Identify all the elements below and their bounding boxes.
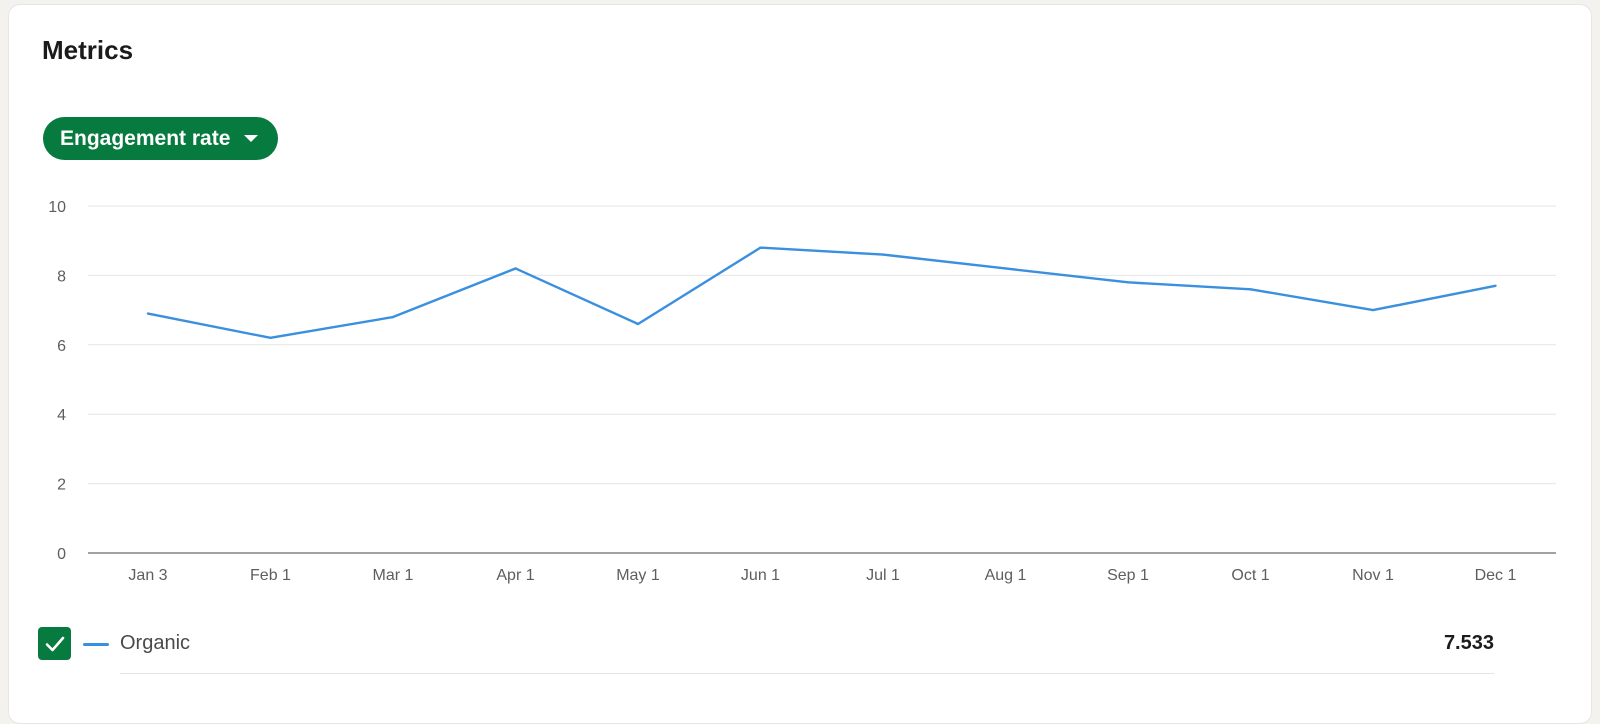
x-tick-label: Mar 1 [373, 567, 414, 584]
checkmark-icon [45, 636, 64, 651]
data-point[interactable] [391, 315, 395, 319]
x-tick-label: Oct 1 [1231, 567, 1269, 584]
series-line-organic[interactable] [147, 246, 1496, 340]
data-point[interactable] [1249, 288, 1252, 291]
card-title: Metrics [42, 35, 134, 65]
metric-dropdown-button[interactable]: Engagement rate [43, 117, 279, 160]
data-point[interactable] [1371, 308, 1375, 312]
data-point[interactable] [1494, 284, 1497, 288]
data-point[interactable] [146, 312, 150, 315]
engagement-line-chart: 0 2 4 6 8 10 Jan 3 Feb 1 Mar 1 Apr 1 May 1 Jun 1 Ju… [48, 199, 1556, 584]
x-tick-label: Jul 1 [866, 567, 900, 584]
y-tick-label: 4 [57, 407, 66, 424]
metric-dropdown-label: Engagement rate [60, 126, 231, 150]
y-tick-label: 2 [57, 477, 66, 494]
data-point[interactable] [881, 253, 885, 256]
legend-row-organic: Organic 7.533 [38, 627, 1532, 674]
x-tick-label: Nov 1 [1352, 567, 1394, 584]
legend-swatch-line [83, 643, 109, 646]
y-tick-label: 6 [57, 338, 66, 355]
data-point[interactable] [514, 267, 517, 270]
y-tick-label: 8 [57, 268, 66, 285]
y-tick-label: 0 [57, 546, 66, 563]
legend-divider [120, 673, 1494, 674]
data-point[interactable] [269, 336, 272, 340]
chart-gridlines [88, 205, 1556, 554]
x-tick-label: Sep 1 [1107, 567, 1149, 584]
x-axis-ticks: Jan 3 Feb 1 Mar 1 Apr 1 May 1 Jun 1 Jul 1 Aug 1… [128, 567, 1516, 584]
chart-series [146, 246, 1497, 340]
legend-value: 7.533 [1443, 632, 1494, 654]
x-tick-label: Dec 1 [1475, 567, 1517, 584]
x-tick-label: May 1 [616, 567, 660, 584]
y-tick-label: 10 [48, 199, 66, 216]
series-checkbox-organic[interactable] [38, 627, 71, 660]
legend-label: Organic [120, 632, 191, 654]
data-point[interactable] [636, 322, 640, 326]
data-point[interactable] [759, 246, 762, 249]
y-axis-ticks: 0 2 4 6 8 10 [48, 199, 66, 563]
data-point[interactable] [1004, 267, 1007, 270]
data-point[interactable] [1126, 281, 1130, 284]
metrics-card: Metrics Engagement rate [8, 4, 1592, 724]
x-tick-label: Jun 1 [741, 567, 780, 584]
x-tick-label: Feb 1 [250, 567, 291, 584]
x-tick-label: Aug 1 [985, 567, 1027, 584]
caret-down-icon [244, 135, 259, 142]
x-tick-label: Apr 1 [496, 567, 534, 584]
x-tick-label: Jan 3 [128, 567, 167, 584]
